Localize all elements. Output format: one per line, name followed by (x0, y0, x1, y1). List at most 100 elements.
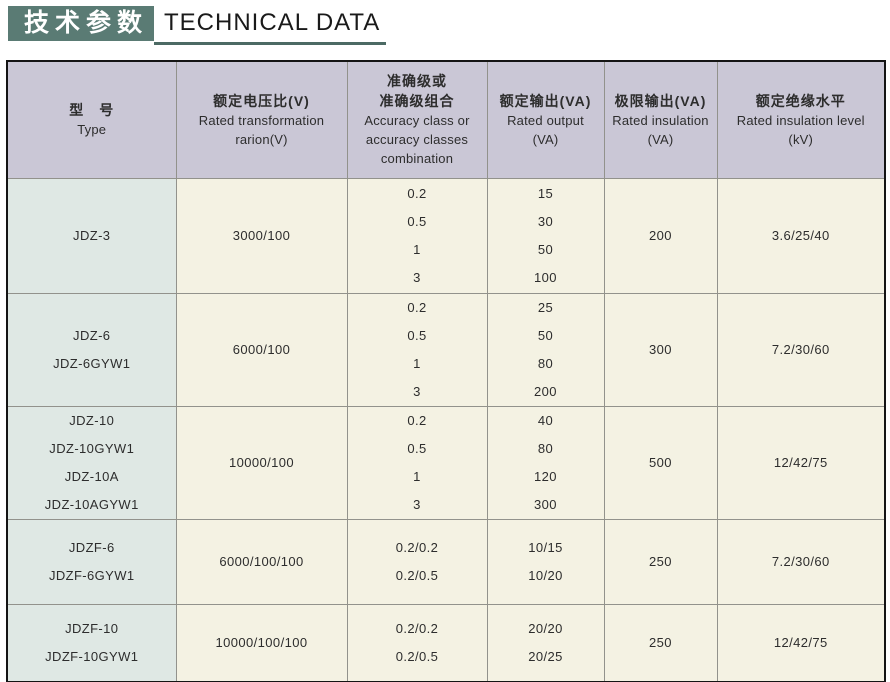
cell-line: 10/20 (528, 567, 563, 583)
cell-type: JDZF-10 JDZF-10GYW1 (6, 603, 177, 682)
header-line-zh: 型 号 (69, 102, 115, 119)
cell-line: 0.2 (407, 299, 427, 315)
cell-accuracy: 0.2/0.2 0.2/0.5 (346, 603, 488, 682)
column-header-limit-output: 极限输出(VA) Rated insulation (VA) (603, 60, 718, 179)
header-line-zh: 额定电压比(V) (213, 92, 310, 109)
table-row: JDZ-6 JDZ-6GYW1 6000/100 0.2 0.5 1 3 25 … (6, 292, 886, 407)
table-header-row: 型 号 Type 额定电压比(V) Rated transformation r… (6, 60, 886, 179)
cell-line: 50 (537, 327, 554, 343)
cell-ratio: 6000/100/100 (175, 518, 348, 605)
column-header-rated-voltage-ratio: 额定电压比(V) Rated transformation rarion(V) (175, 60, 348, 179)
cell-line: 15 (537, 185, 554, 201)
cell-limit: 300 (603, 292, 718, 407)
cell-ratio: 10000/100/100 (175, 603, 348, 682)
header-line-en: Rated insulation (612, 112, 709, 128)
column-header-type: 型 号 Type (6, 60, 177, 179)
cell-line: 20/20 (528, 620, 563, 636)
header-line-zh: 准确级组合 (379, 93, 455, 110)
cell-line: 0.2/0.2 (395, 620, 439, 636)
title-english-text: TECHNICAL DATA (154, 9, 387, 45)
cell-line: 0.2 (407, 412, 427, 428)
header-line-en: accuracy classes (365, 132, 469, 148)
cell-line: 0.2/0.2 (395, 539, 439, 555)
cell-ratio: 3000/100 (175, 177, 348, 294)
header-line-zh: 准确级或 (387, 73, 447, 90)
cell-insulation: 3.6/25/40 (716, 177, 886, 294)
cell-line: 1 (413, 355, 421, 371)
cell-line: 50 (537, 241, 554, 257)
cell-type: JDZ-10 JDZ-10GYW1 JDZ-10A JDZ-10AGYW1 (6, 405, 177, 520)
cell-line: 300 (534, 496, 557, 512)
title-chinese-box: 技术参数 (8, 6, 155, 41)
cell-limit: 500 (603, 405, 718, 520)
cell-line: JDZ-6 (73, 327, 111, 343)
column-header-accuracy-class: 准确级或 准确级组合 Accuracy class or accuracy cl… (346, 60, 488, 179)
cell-insulation: 7.2/30/60 (716, 292, 886, 407)
cell-type: JDZ-3 (6, 177, 177, 294)
cell-line: 200 (534, 383, 557, 399)
cell-accuracy: 0.2/0.2 0.2/0.5 (346, 518, 488, 605)
cell-line: 40 (537, 412, 554, 428)
header-line-zh: 额定绝缘水平 (755, 92, 846, 109)
cell-ratio: 10000/100 (175, 405, 348, 520)
header-line-en: rarion(V) (235, 131, 288, 147)
cell-line: JDZ-10 (69, 412, 115, 428)
cell-line: 0.2/0.5 (395, 567, 439, 583)
cell-output: 20/20 20/25 (486, 603, 605, 682)
header-line-zh: 额定输出(VA) (499, 92, 592, 109)
header-line-zh: 极限输出(VA) (614, 92, 707, 109)
cell-line: JDZF-6GYW1 (48, 567, 135, 583)
cell-line: 80 (537, 440, 554, 456)
header-line-en: (VA) (647, 131, 674, 147)
cell-line: JDZ-10GYW1 (49, 440, 135, 456)
header-line-en: Type (77, 122, 107, 138)
table-row: JDZF-6 JDZF-6GYW1 6000/100/100 0.2/0.2 0… (6, 518, 886, 605)
cell-output: 10/15 10/20 (486, 518, 605, 605)
cell-line: 3 (413, 269, 421, 285)
cell-line: 0.5 (407, 327, 427, 343)
cell-limit: 250 (603, 518, 718, 605)
table-row: JDZ-3 3000/100 0.2 0.5 1 3 15 30 50 100 … (6, 177, 886, 294)
cell-accuracy: 0.2 0.5 1 3 (346, 405, 488, 520)
cell-line: 30 (537, 213, 554, 229)
cell-line: 120 (534, 468, 557, 484)
column-header-rated-output: 额定输出(VA) Rated output (VA) (486, 60, 605, 179)
cell-line: 0.2 (407, 185, 427, 201)
cell-line: 0.5 (407, 440, 427, 456)
table-row: JDZF-10 JDZF-10GYW1 10000/100/100 0.2/0.… (6, 603, 886, 682)
cell-type: JDZ-6 JDZ-6GYW1 (6, 292, 177, 407)
header-line-en: combination (380, 151, 454, 167)
cell-line: 0.5 (407, 213, 427, 229)
column-header-insulation-level: 额定绝缘水平 Rated insulation level (kV) (716, 60, 886, 179)
cell-ratio: 6000/100 (175, 292, 348, 407)
cell-line: 25 (537, 299, 554, 315)
cell-type: JDZF-6 JDZF-6GYW1 (6, 518, 177, 605)
cell-line: 1 (413, 468, 421, 484)
table-row: JDZ-10 JDZ-10GYW1 JDZ-10A JDZ-10AGYW1 10… (6, 405, 886, 520)
cell-line: 80 (537, 355, 554, 371)
cell-line: 3 (413, 496, 421, 512)
cell-line: JDZ-3 (73, 227, 111, 243)
cell-output: 25 50 80 200 (486, 292, 605, 407)
cell-output: 15 30 50 100 (486, 177, 605, 294)
cell-accuracy: 0.2 0.5 1 3 (346, 292, 488, 407)
cell-insulation: 12/42/75 (716, 603, 886, 682)
cell-insulation: 12/42/75 (716, 405, 886, 520)
title-chinese-text: 技术参数 (24, 9, 149, 37)
header-line-en: Accuracy class or (364, 113, 470, 129)
header-line-en: (kV) (788, 131, 814, 147)
cell-line: 10/15 (528, 539, 563, 555)
cell-line: JDZF-10 (65, 620, 119, 636)
header-line-en: Rated insulation level (736, 112, 865, 128)
cell-limit: 200 (603, 177, 718, 294)
cell-line: JDZF-10GYW1 (45, 648, 139, 664)
cell-line: 3 (413, 383, 421, 399)
cell-line: JDZF-6 (68, 539, 115, 555)
cell-accuracy: 0.2 0.5 1 3 (346, 177, 488, 294)
cell-line: 100 (534, 269, 557, 285)
cell-insulation: 7.2/30/60 (716, 518, 886, 605)
header-line-en: (VA) (532, 131, 559, 147)
cell-line: 20/25 (528, 648, 563, 664)
cell-line: JDZ-10AGYW1 (44, 496, 139, 512)
cell-output: 40 80 120 300 (486, 405, 605, 520)
